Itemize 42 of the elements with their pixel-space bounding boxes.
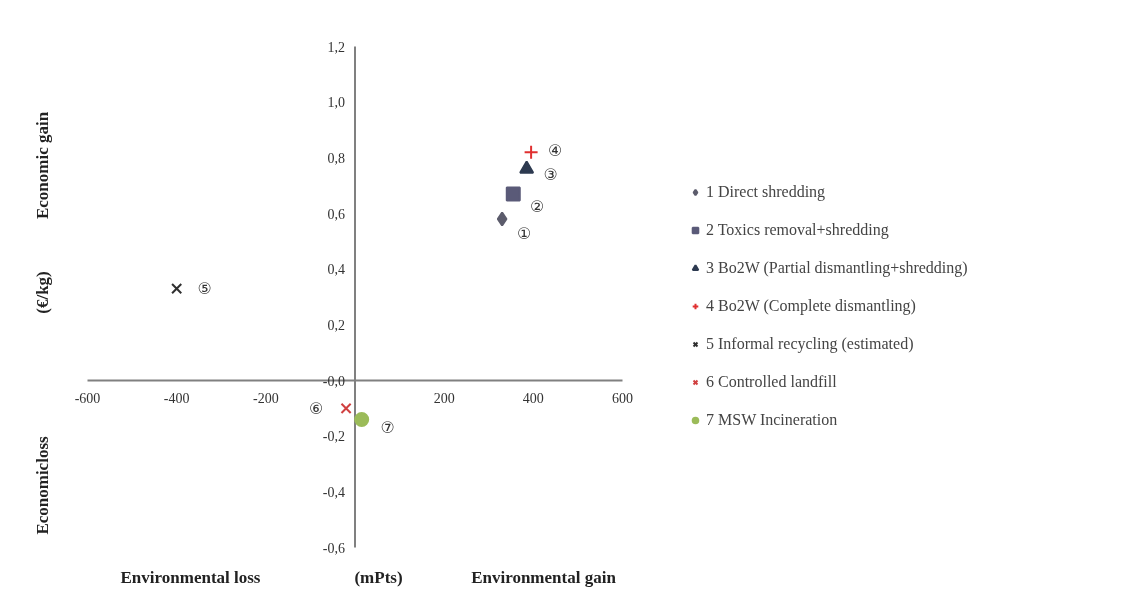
y-tick-label: -0,4 (322, 484, 346, 500)
point (354, 411, 370, 427)
x-tick-label: -400 (163, 390, 190, 406)
y-tick-label: 0,2 (327, 317, 345, 333)
legend-label: 7 MSW Incineration (706, 410, 838, 430)
legend-label: 4 Bo2W (Complete dismantling) (706, 296, 916, 316)
annotation: ⑦ (380, 417, 395, 437)
text: Economicloss (33, 436, 52, 535)
y-tick-label: -0,2 (322, 429, 346, 445)
annotation: ③ (543, 165, 558, 185)
point (340, 402, 352, 414)
y-axis-title: (€/kg) (33, 271, 52, 314)
x-tick-label: 400 (522, 390, 544, 406)
x-tick-label: -600 (74, 390, 101, 406)
x-axis-title: (mPts) (354, 568, 403, 587)
point (505, 186, 521, 202)
y-tick-label: 1,2 (327, 39, 345, 55)
annotation: ⑤ (197, 279, 212, 299)
annotation: ② (530, 196, 545, 216)
point (523, 144, 539, 160)
text: Environmental loss (120, 568, 261, 587)
x-tick-label: 200 (433, 390, 455, 406)
point (519, 160, 535, 174)
legend-label: 2 Toxics removal+shredding (706, 220, 889, 240)
point (496, 211, 508, 227)
annotation: ④ (547, 140, 563, 160)
legend-label: 3 Bo2W (Partial dismantling+shredding) (706, 258, 968, 278)
annotation: ① (516, 223, 532, 243)
legend-label: 1 Direct shredding (706, 182, 826, 202)
x-tick-label: 600 (612, 390, 633, 406)
y-tick-label: 0,4 (327, 262, 345, 278)
y-tick-label: -0,6 (322, 540, 346, 556)
x-tick-label: -200 (253, 390, 279, 406)
point (171, 283, 183, 295)
legend-label: 5 Informal recycling (estimated) (706, 334, 914, 354)
text: Economic gain (33, 111, 52, 220)
y-tick-label: 0,8 (327, 150, 345, 166)
y-tick-label: 0,6 (327, 206, 345, 222)
legend-label: 6 Controlled landfill (706, 372, 837, 392)
y-tick-label: 1,0 (327, 95, 345, 111)
annotation: ⑥ (308, 398, 324, 418)
text: Environmental gain (471, 568, 617, 587)
